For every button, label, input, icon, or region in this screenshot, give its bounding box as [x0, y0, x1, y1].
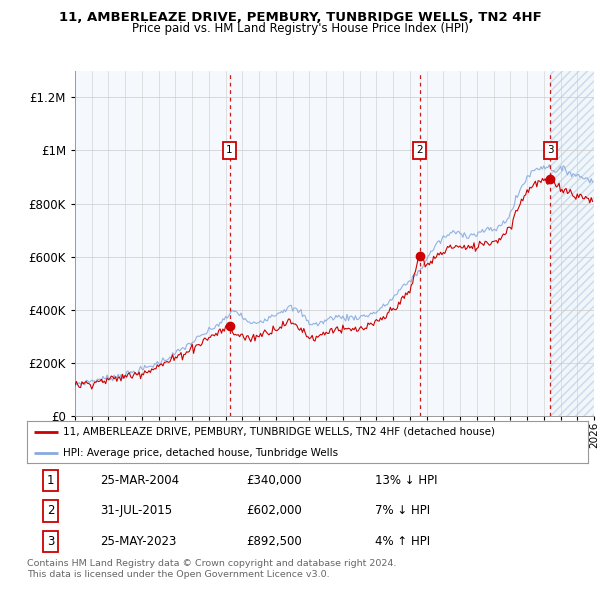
Text: Price paid vs. HM Land Registry's House Price Index (HPI): Price paid vs. HM Land Registry's House … [131, 22, 469, 35]
Text: 1: 1 [226, 146, 233, 155]
Text: 3: 3 [547, 146, 554, 155]
Text: £892,500: £892,500 [246, 535, 302, 548]
Text: 2: 2 [416, 146, 423, 155]
Text: 1: 1 [47, 474, 55, 487]
Text: Contains HM Land Registry data © Crown copyright and database right 2024.
This d: Contains HM Land Registry data © Crown c… [27, 559, 397, 579]
Bar [550, 71, 594, 416]
Text: 4% ↑ HPI: 4% ↑ HPI [375, 535, 430, 548]
Text: £602,000: £602,000 [246, 504, 302, 517]
Text: 3: 3 [47, 535, 54, 548]
Text: 11, AMBERLEAZE DRIVE, PEMBURY, TUNBRIDGE WELLS, TN2 4HF: 11, AMBERLEAZE DRIVE, PEMBURY, TUNBRIDGE… [59, 11, 541, 24]
Text: 13% ↓ HPI: 13% ↓ HPI [375, 474, 437, 487]
Text: 25-MAR-2004: 25-MAR-2004 [100, 474, 179, 487]
Bar [75, 71, 550, 416]
Text: HPI: Average price, detached house, Tunbridge Wells: HPI: Average price, detached house, Tunb… [64, 448, 338, 457]
Text: £340,000: £340,000 [246, 474, 301, 487]
Text: 25-MAY-2023: 25-MAY-2023 [100, 535, 176, 548]
Bar [550, 71, 594, 416]
Text: 11, AMBERLEAZE DRIVE, PEMBURY, TUNBRIDGE WELLS, TN2 4HF (detached house): 11, AMBERLEAZE DRIVE, PEMBURY, TUNBRIDGE… [64, 427, 496, 437]
Text: 2: 2 [47, 504, 55, 517]
Text: 31-JUL-2015: 31-JUL-2015 [100, 504, 172, 517]
Text: 7% ↓ HPI: 7% ↓ HPI [375, 504, 430, 517]
